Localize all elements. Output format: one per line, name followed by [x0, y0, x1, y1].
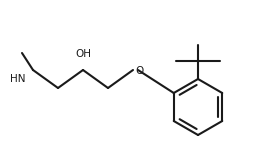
Text: O: O [136, 66, 144, 76]
Text: OH: OH [75, 49, 91, 59]
Text: HN: HN [10, 74, 26, 84]
